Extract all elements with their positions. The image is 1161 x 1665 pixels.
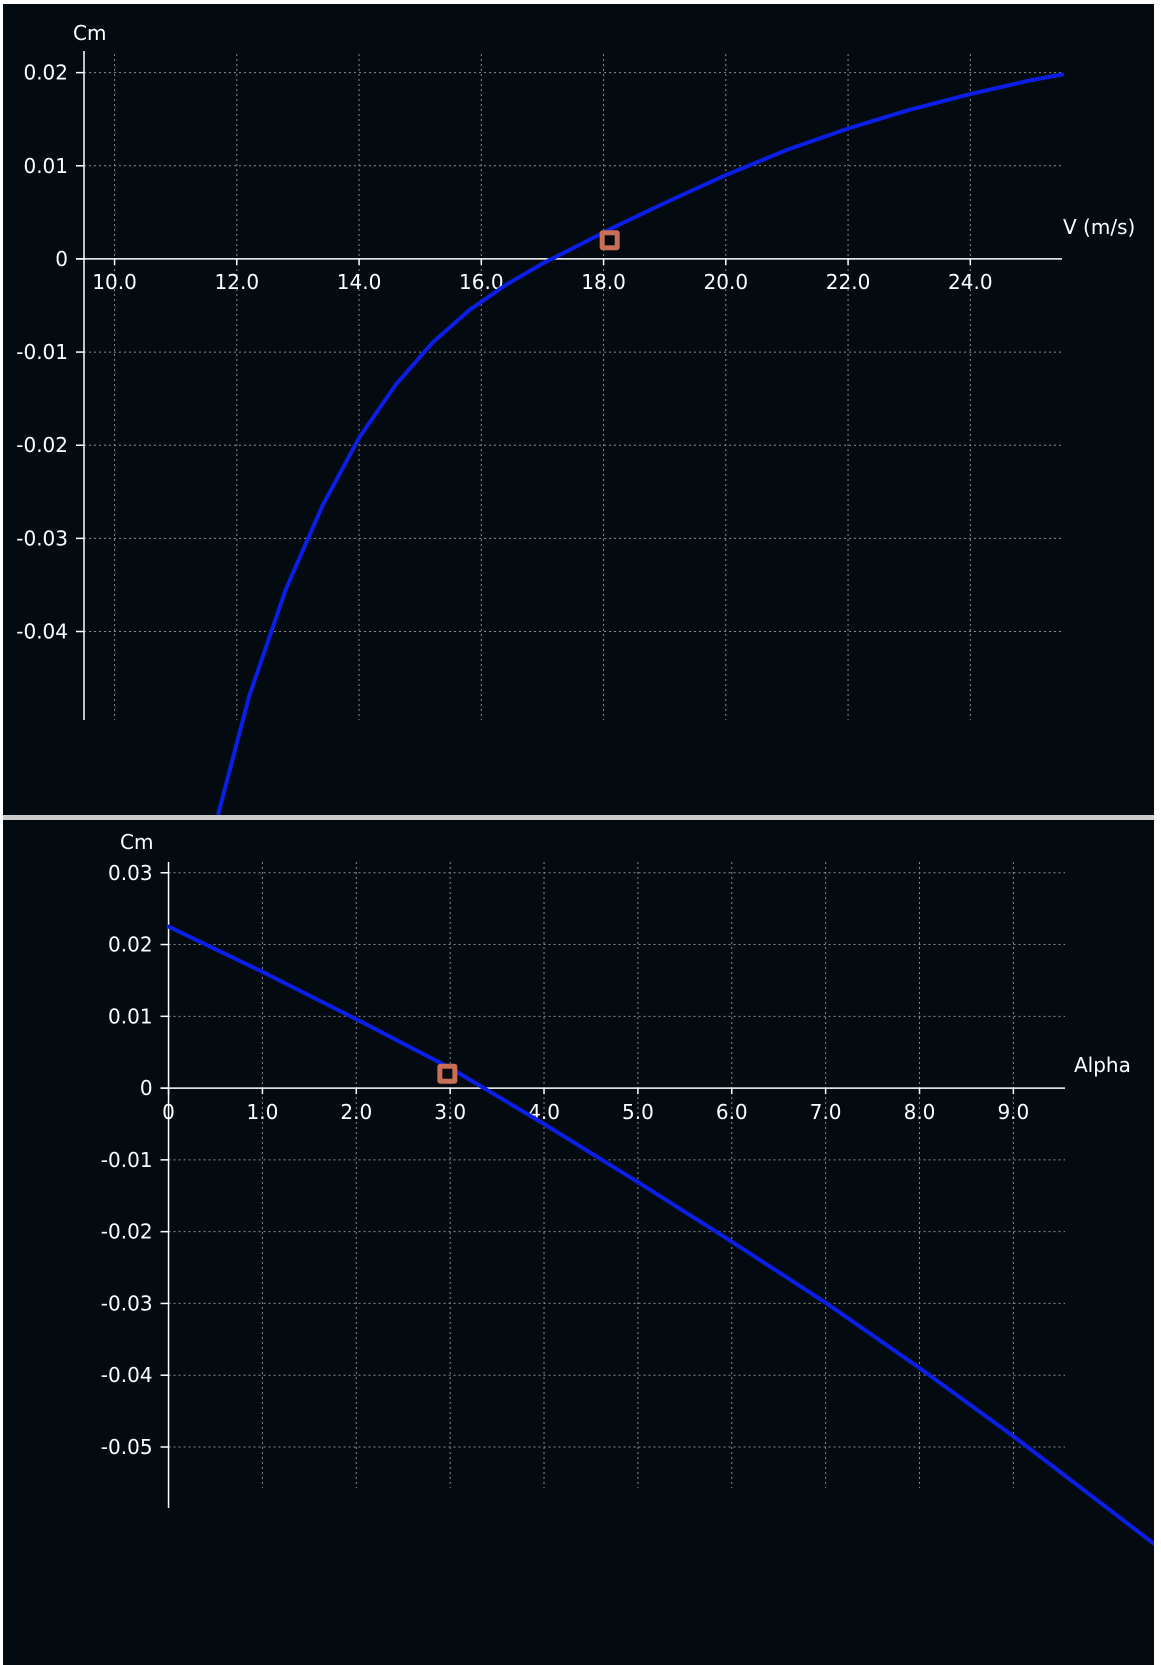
x-tick-label: 12.0 [215, 270, 260, 294]
y-axis-title: Cm [120, 830, 153, 854]
x-tick-label: 18.0 [581, 270, 626, 294]
x-tick-label: 1.0 [247, 1100, 279, 1124]
x-tick-label: 6.0 [716, 1100, 748, 1124]
x-tick-label: 4.0 [528, 1100, 560, 1124]
x-axis-title: V (m/s) [1063, 215, 1135, 239]
y-tick-label: -0.03 [16, 526, 68, 550]
x-tick-label: 0 [162, 1100, 175, 1124]
y-tick-label: 0.03 [108, 861, 153, 885]
panel-splitter[interactable] [3, 815, 1154, 820]
x-tick-label: 22.0 [826, 270, 871, 294]
x-tick-label: 14.0 [337, 270, 382, 294]
cm-vs-alpha-chart: 0.03 0.02 0.01 0 -0.01 -0.02 -0.03 -0.04 -0.05 0 1… [101, 830, 1154, 1546]
y-tick-label: -0.04 [101, 1363, 153, 1387]
cm-vs-alpha-panel: 0.03 0.02 0.01 0 -0.01 -0.02 -0.03 -0.04 -0.05 0 1… [3, 820, 1154, 1665]
operating-point-marker-center [442, 1068, 453, 1079]
y-tick-label: 0 [55, 247, 68, 271]
x-tick-label: 10.0 [92, 270, 137, 294]
x-tick-label: 7.0 [810, 1100, 842, 1124]
operating-point-marker-center [604, 235, 615, 246]
x-tick-label: 24.0 [948, 270, 993, 294]
x-axis-title: Alpha [1074, 1053, 1131, 1077]
cm-vs-velocity-panel: 0.02 0.01 0 -0.01 -0.02 -0.03 -0.04 10.0 12.0 14.… [3, 4, 1154, 815]
y-tick-label: -0.01 [101, 1148, 153, 1172]
y-tick-label: -0.03 [101, 1291, 153, 1315]
y-tick-label: -0.01 [16, 340, 68, 364]
x-tick-label: 3.0 [434, 1100, 466, 1124]
x-tick-label: 2.0 [340, 1100, 372, 1124]
y-tick-label: -0.04 [16, 620, 68, 644]
cm-curve [216, 72, 1064, 815]
y-tick-label: 0 [140, 1076, 153, 1100]
cm-vs-velocity-chart: 0.02 0.01 0 -0.01 -0.02 -0.03 -0.04 10.0 12.0 14.… [16, 21, 1135, 815]
y-tick-label: -0.05 [101, 1435, 153, 1459]
y-tick-label: -0.02 [16, 433, 68, 457]
y-tick-label: -0.02 [101, 1220, 153, 1244]
y-tick-label: 0.02 [108, 933, 153, 957]
y-axis-title: Cm [73, 21, 106, 45]
x-tick-label: 5.0 [622, 1100, 654, 1124]
x-tick-label: 20.0 [704, 270, 749, 294]
y-tick-label: 0.01 [108, 1004, 153, 1028]
cm-curve [166, 924, 1154, 1546]
x-tick-label: 8.0 [904, 1100, 936, 1124]
y-tick-label: 0.02 [23, 61, 68, 85]
y-tick-label: 0.01 [23, 154, 68, 178]
x-tick-label: 9.0 [997, 1100, 1029, 1124]
